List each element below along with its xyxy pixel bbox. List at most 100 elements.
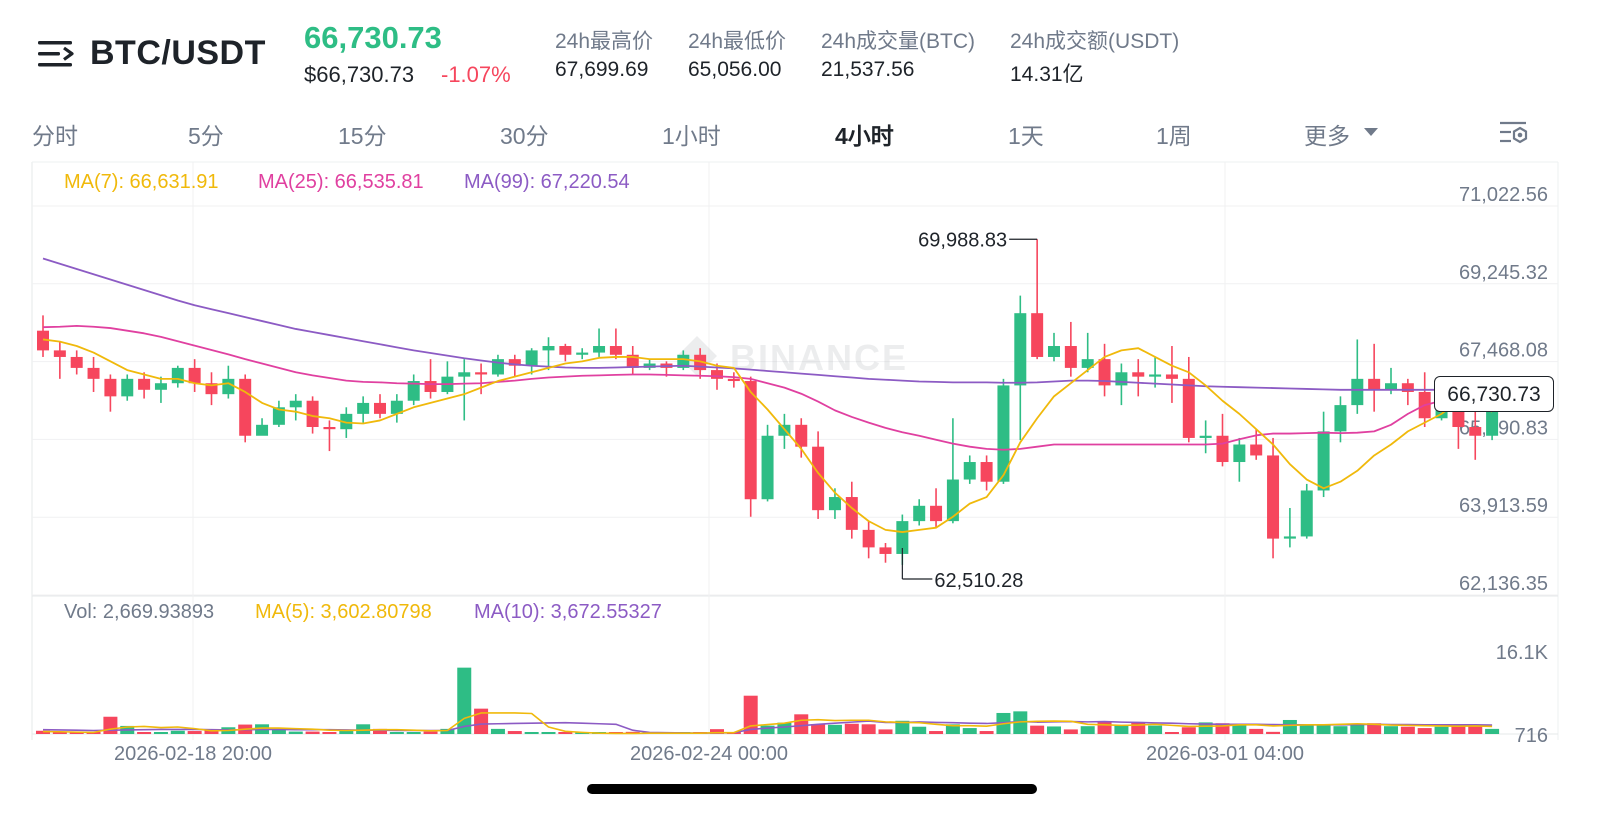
- candle-body: [1317, 431, 1330, 491]
- candle-body: [256, 424, 269, 436]
- candle-body: [845, 497, 858, 530]
- stat-value-high: 67,699.69: [555, 58, 649, 81]
- volume-bar: [1367, 723, 1382, 734]
- volume-bar: [1468, 724, 1483, 734]
- volume-legend: Vol: 2,669.93893: [64, 601, 215, 623]
- tab-time-sharing[interactable]: 分时: [32, 123, 78, 149]
- volume-bar: [440, 728, 455, 734]
- volume-bar: [743, 695, 758, 734]
- candle-body: [390, 400, 403, 414]
- volume-bar: [1181, 727, 1196, 734]
- volume-bar: [895, 720, 910, 734]
- volume-tick-label: 16.1K: [1496, 642, 1549, 664]
- candle-body: [1334, 405, 1347, 432]
- candle-body: [374, 402, 386, 414]
- candle-body: [306, 400, 319, 427]
- last-price-marker: 66,730.73: [1434, 376, 1554, 412]
- tab-4h[interactable]: 4小时: [835, 123, 894, 149]
- volume-bar: [356, 724, 371, 734]
- time-tick-label: 2026-03-01 04:00: [1146, 743, 1304, 765]
- candle-body: [407, 381, 420, 401]
- volume-ma5-line: [42, 712, 1493, 735]
- usd-price: $66,730.73: [304, 62, 415, 87]
- volume-tick-label: 716: [1515, 725, 1548, 747]
- candle-body: [946, 479, 959, 522]
- volume-bar: [1400, 726, 1415, 734]
- candle-body: [323, 426, 336, 430]
- candle-body: [1401, 383, 1414, 392]
- candle-body: [711, 370, 723, 379]
- volume-bar: [271, 729, 286, 734]
- ma25-legend: MA(25): 66,535.81: [258, 171, 424, 193]
- candle-body: [1250, 444, 1263, 456]
- tab-15m[interactable]: 15分: [338, 123, 387, 149]
- candle-body: [542, 346, 555, 351]
- volume-bar: [1232, 724, 1247, 734]
- candle-body: [1064, 346, 1077, 368]
- volume-bar: [794, 714, 809, 734]
- tab-5m[interactable]: 5分: [188, 123, 224, 149]
- candle-body: [222, 378, 235, 395]
- binance-watermark-text: BINANCE: [730, 337, 908, 378]
- volume-bar: [1097, 721, 1112, 734]
- price-tick-label: 63,913.59: [1459, 495, 1548, 517]
- volume-bar: [710, 729, 724, 734]
- volume-bar: [1451, 725, 1466, 734]
- volume-bar: [36, 730, 50, 734]
- volume-bar: [204, 730, 219, 734]
- stat-label-high: 24h最高价: [555, 30, 654, 53]
- chart-settings-icon[interactable]: [1498, 118, 1530, 148]
- volume-bar: [1384, 726, 1398, 734]
- tab-more[interactable]: 更多: [1304, 123, 1350, 149]
- candle-body: [727, 378, 740, 382]
- volume-bar: [490, 728, 505, 734]
- price-change-percent: -1.07%: [441, 62, 511, 87]
- trading-pair[interactable]: BTC/USDT: [90, 34, 266, 72]
- tab-1d[interactable]: 1天: [1008, 123, 1044, 149]
- volume-bar: [373, 728, 387, 734]
- volume-bar: [474, 708, 489, 734]
- candle-body: [1216, 435, 1229, 463]
- candle-body: [1233, 444, 1246, 463]
- time-tick-label: 2026-02-18 20:00: [114, 743, 272, 765]
- volume-bar: [457, 667, 472, 734]
- candle-body: [1081, 359, 1094, 368]
- stat-value-turnover-usdt: 14.31亿: [1010, 63, 1084, 86]
- volume-bar: [1164, 732, 1179, 734]
- candle-body: [424, 381, 437, 392]
- candle-body: [677, 354, 690, 368]
- volume-bar: [339, 729, 354, 734]
- volume-bar: [1131, 722, 1146, 734]
- candle-body: [963, 462, 976, 480]
- candle-body: [458, 372, 471, 377]
- candle-body: [559, 346, 572, 355]
- volume-bar: [52, 731, 67, 734]
- volume-bar: [389, 732, 404, 734]
- candle-body: [289, 400, 302, 408]
- caret-down-icon[interactable]: [1364, 128, 1378, 136]
- volume-bar: [1215, 723, 1230, 734]
- volume-bar: [1198, 722, 1213, 734]
- ma99-line: [42, 257, 1493, 392]
- volume-bar: [1047, 726, 1061, 734]
- volume-bar: [1333, 726, 1348, 734]
- candle-body: [1048, 346, 1060, 357]
- volume-bar: [288, 731, 303, 734]
- candle-body: [138, 378, 151, 390]
- candle-body: [896, 521, 909, 554]
- candle-body: [593, 346, 606, 353]
- candle-body: [525, 350, 538, 366]
- stat-label-volume-btc: 24h成交量(BTC): [821, 30, 976, 53]
- volume-bar: [912, 726, 927, 734]
- candle-body: [1300, 490, 1313, 537]
- tab-30m[interactable]: 30分: [500, 123, 549, 149]
- volume-bar: [1350, 724, 1365, 734]
- candle-body: [1165, 374, 1178, 379]
- volume-bar: [1013, 711, 1028, 734]
- menu-lines-icon[interactable]: [38, 38, 74, 70]
- tab-1h[interactable]: 1小时: [662, 123, 721, 149]
- tab-1w[interactable]: 1周: [1156, 123, 1192, 149]
- candle-body: [37, 330, 49, 351]
- candle-body: [930, 505, 943, 522]
